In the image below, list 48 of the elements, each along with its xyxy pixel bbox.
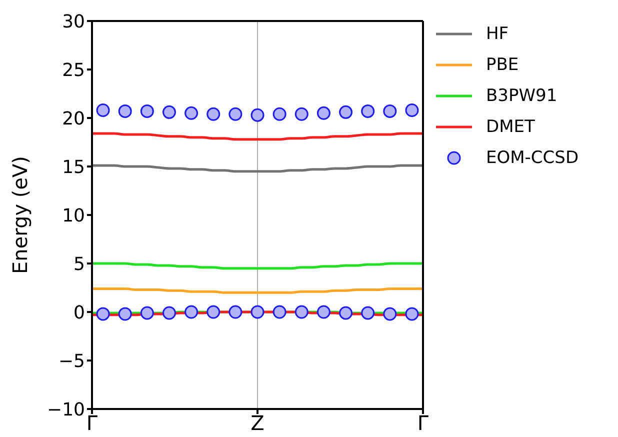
y-tick-label: 20 (62, 108, 85, 130)
x-tick-label: Γ (86, 411, 98, 436)
point (96, 307, 110, 321)
point (361, 104, 375, 118)
point (339, 306, 353, 320)
point (339, 105, 353, 119)
point (118, 104, 132, 118)
x-tick-label: Z (250, 411, 264, 436)
point (140, 306, 154, 320)
y-axis-title: Energy (eV) (8, 156, 32, 274)
point (184, 106, 198, 120)
point (162, 105, 176, 119)
point (206, 107, 220, 121)
x-tick-label: Γ (417, 411, 430, 436)
point (316, 305, 330, 319)
point (405, 103, 419, 117)
legend-label: DMET (486, 116, 535, 136)
point (118, 307, 132, 321)
point (184, 305, 198, 319)
y-tick-label: 25 (62, 60, 85, 81)
legend-label: PBE (486, 54, 519, 74)
legend-label: HF (486, 24, 509, 44)
point (206, 305, 220, 319)
point (250, 108, 264, 122)
y-tick-label: −10 (47, 399, 85, 420)
point (228, 107, 242, 121)
legend-label: B3PW91 (486, 86, 558, 106)
point (272, 107, 286, 121)
y-tick-label: 10 (62, 205, 85, 226)
point (96, 103, 110, 117)
y-tick-label: 30 (62, 11, 85, 32)
y-tick-label: −5 (58, 350, 85, 372)
point (294, 107, 308, 121)
y-tick-label: 0 (74, 302, 85, 324)
point (316, 106, 330, 120)
point (228, 305, 242, 319)
point (272, 305, 286, 319)
legend-label: EOM-CCSD (486, 148, 579, 168)
point (383, 307, 397, 321)
y-tick-label: 5 (74, 254, 85, 275)
point (140, 104, 154, 118)
point (294, 305, 308, 319)
point (162, 306, 176, 320)
point (383, 104, 397, 118)
point (405, 307, 419, 321)
y-tick-label: 15 (62, 156, 85, 178)
point (250, 305, 264, 319)
point (361, 306, 375, 320)
